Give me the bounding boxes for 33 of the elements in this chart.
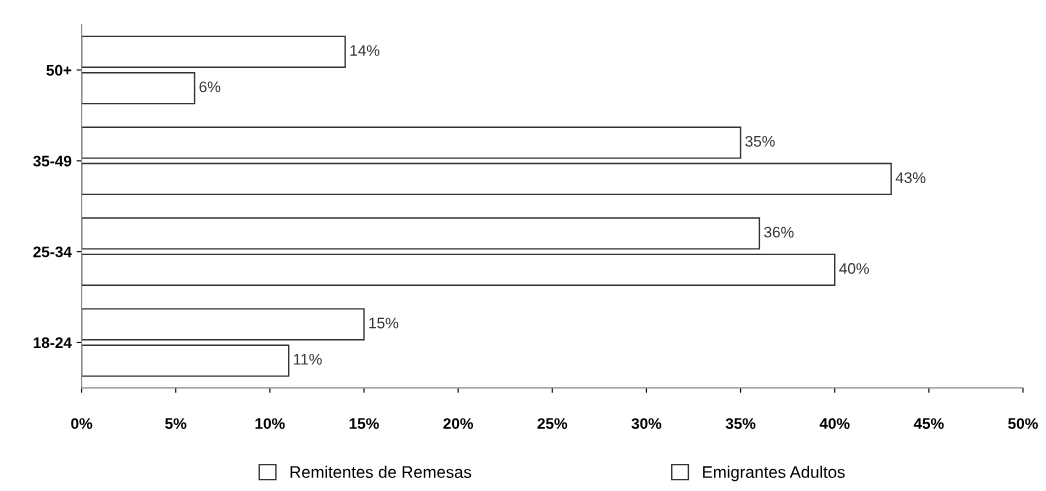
y-tick-label: 25-34 (33, 246, 72, 258)
y-tick-label: 18-24 (33, 337, 72, 349)
bar (81, 162, 892, 196)
data-label: 15% (369, 317, 399, 329)
bar (81, 253, 836, 286)
x-tick-label: 15% (349, 418, 379, 429)
x-tick-label: 20% (443, 418, 474, 429)
legend-label: Emigrantes Adultos (703, 465, 845, 482)
data-label: 11% (294, 353, 322, 365)
y-tick-label: 50+ (46, 64, 72, 76)
x-tick-label: 50% (1008, 418, 1038, 429)
bar (81, 35, 346, 68)
data-label: 6% (199, 81, 221, 93)
data-label: 40% (839, 263, 869, 274)
x-tick-label: 30% (631, 418, 662, 429)
bar (81, 217, 761, 250)
data-label: 36% (764, 226, 794, 238)
data-label: 14% (350, 45, 380, 56)
y-tick-label: 35-49 (33, 155, 72, 167)
data-label: 35% (745, 135, 775, 147)
x-tick-label: 40% (819, 418, 850, 429)
x-tick-label: 0% (71, 418, 93, 429)
x-tick-label: 5% (165, 418, 187, 429)
legend-label: Remitentes de Remesas (290, 465, 472, 478)
x-tick-label: 35% (725, 418, 756, 429)
x-tick-label: 45% (913, 418, 944, 429)
data-label: 43% (895, 172, 926, 184)
bar (81, 308, 365, 341)
x-tick-label: 25% (537, 418, 568, 429)
bar (81, 344, 290, 377)
x-tick-label: 10% (255, 418, 285, 429)
bar (81, 126, 742, 159)
bar (81, 71, 196, 105)
